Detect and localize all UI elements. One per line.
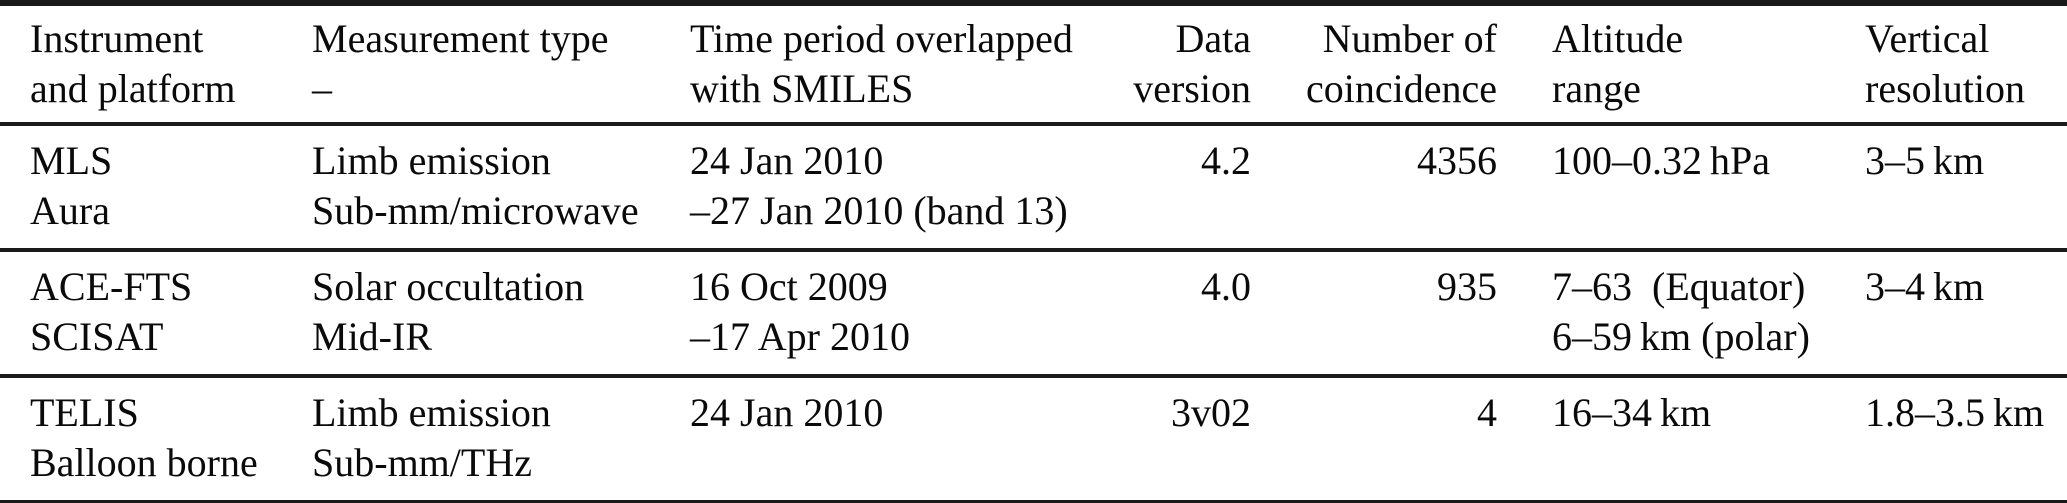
table-row-telis: TELIS Balloon borne Limb emission Sub-mm… bbox=[0, 374, 2067, 503]
cell-number-of-coincidence: 4 bbox=[1251, 374, 1497, 503]
cell-data-version: 3v02 bbox=[1085, 374, 1251, 503]
col-header-data-version: Data version bbox=[1085, 3, 1251, 126]
col-header-time-period-overlapped: Time period overlapped with SMILES bbox=[668, 3, 1085, 126]
cell-vertical-resolution: 3–4 km bbox=[1845, 248, 2067, 376]
cell-data-version: 4.2 bbox=[1201, 138, 1251, 183]
col-header-measurement-type: Measurement type – bbox=[290, 3, 668, 126]
cell-altitude-range: 7–63 (Equator) 6–59 km (polar) bbox=[1497, 248, 1845, 376]
cell-vertical-resolution: 3–5 km bbox=[1865, 138, 1985, 183]
cell-measurement-type: Limb emission Sub-mm/THz bbox=[290, 374, 668, 503]
cell-number-of-coincidence: 4356 bbox=[1417, 138, 1497, 183]
col-header-number-of-coincidence: Number of coincidence bbox=[1251, 3, 1497, 126]
cell-instrument: MLS Aura bbox=[30, 138, 113, 233]
cell-time-period: 16 Oct 2009 –17 Apr 2010 bbox=[668, 248, 1085, 376]
cell-vertical-resolution: 1.8–3.5 km bbox=[1845, 374, 2067, 503]
table-body: MLS Aura Limb emission Sub-mm/microwave … bbox=[0, 124, 2067, 503]
cell-instrument: ACE-FTS SCISAT bbox=[0, 248, 290, 376]
header-row: Instrument and platform Measurement type… bbox=[0, 3, 2067, 126]
cell-measurement-type: Solar occultation Mid-IR bbox=[290, 248, 668, 376]
col-header-vertical-resolution: Vertical resolution bbox=[1845, 3, 2067, 126]
col-header-altitude-range: Altitude range bbox=[1497, 3, 1845, 126]
table-row-mls: MLS Aura Limb emission Sub-mm/microwave … bbox=[0, 124, 2067, 250]
col-header-instrument-and-platform: Instrument and platform bbox=[0, 3, 290, 126]
cell-data-version: 4.0 bbox=[1085, 248, 1251, 376]
table-header: Instrument and platform Measurement type… bbox=[0, 3, 2067, 126]
cell-instrument: TELIS Balloon borne bbox=[0, 374, 290, 503]
cell-time-period: 24 Jan 2010 bbox=[668, 374, 1085, 503]
cell-altitude-range: 100–0.32 hPa bbox=[1552, 138, 1771, 183]
cell-measurement-type: Limb emission Sub-mm/microwave bbox=[312, 138, 639, 233]
cell-time-period: 24 Jan 2010 –27 Jan 2010 (band 13) bbox=[690, 138, 1068, 233]
cell-number-of-coincidence: 935 bbox=[1251, 248, 1497, 376]
table-row-ace-fts: ACE-FTS SCISAT Solar occultation Mid-IR … bbox=[0, 248, 2067, 376]
cell-altitude-range: 16–34 km bbox=[1497, 374, 1845, 503]
